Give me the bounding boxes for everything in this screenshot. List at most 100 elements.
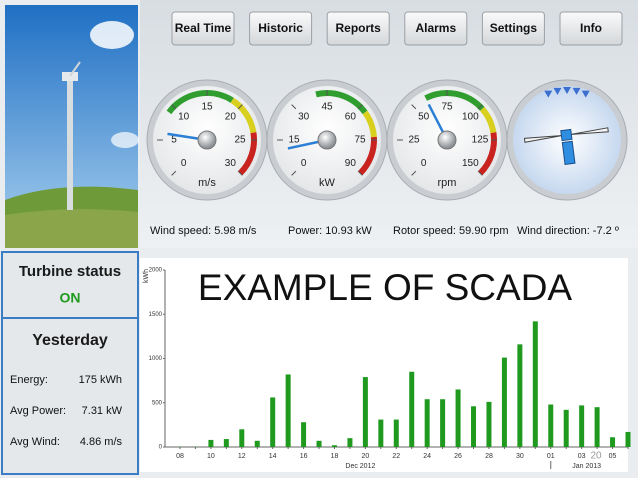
gauge-hub [438,131,456,149]
nav-button[interactable]: Info [560,12,622,45]
bar [239,429,244,447]
x-tick-label: 30 [516,453,524,460]
gauge-unit: rpm [438,177,457,189]
x-tick-label: 12 [238,453,246,460]
bar [564,410,569,447]
x-tick-label: 03 [578,453,586,460]
yesterday-title: Yesterday [32,332,108,349]
x-tick-label: 26 [454,453,462,460]
gauge-tick-label: 100 [462,111,479,122]
x-tick-label: 16 [300,453,308,460]
x-tick-label: 14 [269,453,277,460]
turbine-photo [5,5,139,248]
gauge-tick-label: 50 [418,111,430,122]
gauge-caption: Rotor speed: 59.90 rpm [393,225,509,237]
gauge-tick-label: 30 [225,158,237,169]
direction-gauge [507,80,627,200]
x-group-label: Jan 2013 [572,463,601,470]
nacelle [562,141,575,164]
gauge-tick-label: 0 [181,158,187,169]
nav-button[interactable]: Settings [482,12,544,45]
gauge: 0 25 50 75 100 125 150 rpm [387,80,507,200]
nav-button[interactable]: Reports [327,12,389,45]
button-label[interactable]: Settings [490,21,538,35]
gauge-hub [198,131,216,149]
gauge-tick-label: 30 [298,111,310,122]
row-value: 175 kWh [79,374,122,386]
button-label[interactable]: Reports [336,21,382,35]
bar [270,397,275,447]
button-label[interactable]: Alarms [415,21,456,35]
status-title: Turbine status [19,263,121,280]
button-label[interactable]: Real Time [175,21,232,35]
gauge-tick-label: 0 [301,158,307,169]
nav-button[interactable]: Real Time [172,12,234,45]
y-tick-label: 1000 [149,356,163,362]
x-group-label: Dec 2012 [345,463,375,470]
gauge-unit: kW [319,177,336,189]
row-label: Avg Wind: [10,436,60,448]
status-value: ON [60,290,81,306]
x-tick-label: 20 [361,453,369,460]
bar [533,321,538,447]
bar [286,374,291,447]
bar [208,440,213,447]
bar [255,441,260,447]
bar [301,422,306,447]
gauge-tick-label: 0 [421,158,427,169]
bar [486,402,491,447]
bar [394,420,399,447]
gauge-tick-label: 125 [472,135,489,146]
x-tick-label: 10 [207,453,215,460]
bar [517,344,522,447]
button-label[interactable]: Info [580,21,602,35]
direction-caption: Wind direction: -7.2 º [517,225,619,237]
gauge-unit: m/s [198,177,216,189]
y-tick-label: 500 [152,400,163,406]
bar [502,358,507,447]
gauge-caption: Wind speed: 5.98 m/s [150,225,257,237]
y-tick-label: 1500 [149,312,163,318]
row-label: Avg Power: [10,405,66,417]
row-value: 7.31 kW [82,405,123,417]
gauge-tick-label: 90 [345,158,357,169]
gauge-tick-label: 75 [441,102,453,113]
hub [561,129,572,140]
gauge-tick-label: 15 [288,135,300,146]
x-tick-label: 28 [485,453,493,460]
bar [456,389,461,447]
bar [224,439,229,447]
gauge-tick-label: 150 [462,158,479,169]
gauge-tick-label: 75 [354,135,366,146]
gauge-tick-label: 10 [178,111,190,122]
gauge-tick-label: 20 [225,111,237,122]
bar [363,377,368,447]
bar [610,437,615,447]
bar [471,406,476,447]
button-label[interactable]: Historic [258,21,303,35]
nav-button[interactable]: Alarms [405,12,467,45]
bar [440,399,445,447]
row-label: Energy: [10,374,48,386]
x-tick-label: 01 [547,453,555,460]
gauge-tick-label: 25 [408,135,420,146]
gauge-caption: Power: 10.93 kW [288,225,372,237]
x-tick-label: 18 [331,453,339,460]
gauge-tick-label: 15 [201,102,213,113]
bar [595,407,600,447]
nav-button[interactable]: Historic [250,12,312,45]
row-value: 4.86 m/s [80,436,123,448]
bar [626,432,631,447]
x-tick-label: 24 [423,453,431,460]
page-number: 20 [590,451,602,462]
overlay-title: EXAMPLE OF SCADA [198,267,573,308]
bar [425,399,430,447]
bar [548,405,553,447]
gauge-hub [318,131,336,149]
bar [378,420,383,447]
bar [409,372,414,447]
gauge-tick-label: 25 [234,135,246,146]
